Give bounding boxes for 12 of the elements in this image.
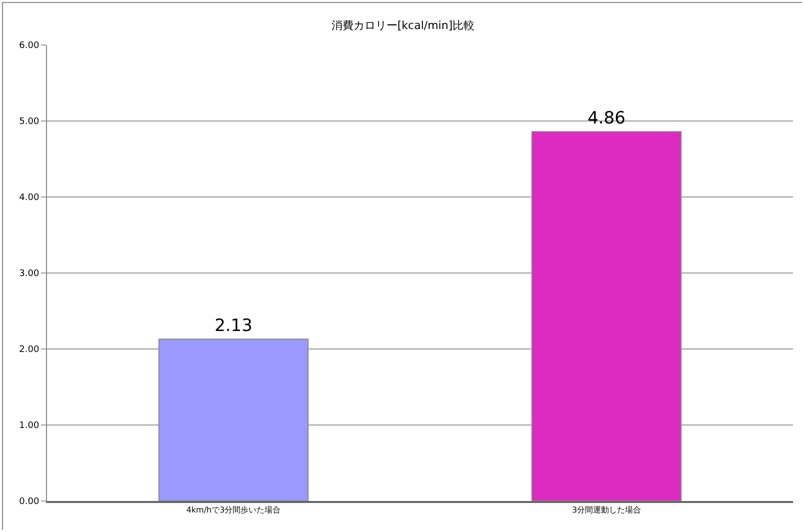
y-tick-label: 0.00 [19,497,40,508]
y-tick-label: 1.00 [19,421,40,432]
y-tick-label: 6.00 [19,41,40,52]
data-label: 4.86 [588,108,626,129]
y-tick-label: 4.00 [19,193,40,204]
y-tick-label: 2.00 [19,345,40,356]
chart-title: 消費カロリー[kcal/min]比較 [331,19,475,32]
x-tick-label: 4km/hで3分間歩いた場合 [186,506,281,515]
x-tick-label: 3分間運動した場合 [572,506,642,515]
data-label: 2.13 [214,316,252,336]
y-tick-label: 3.00 [19,269,40,280]
y-tick-label: 5.00 [19,117,40,128]
